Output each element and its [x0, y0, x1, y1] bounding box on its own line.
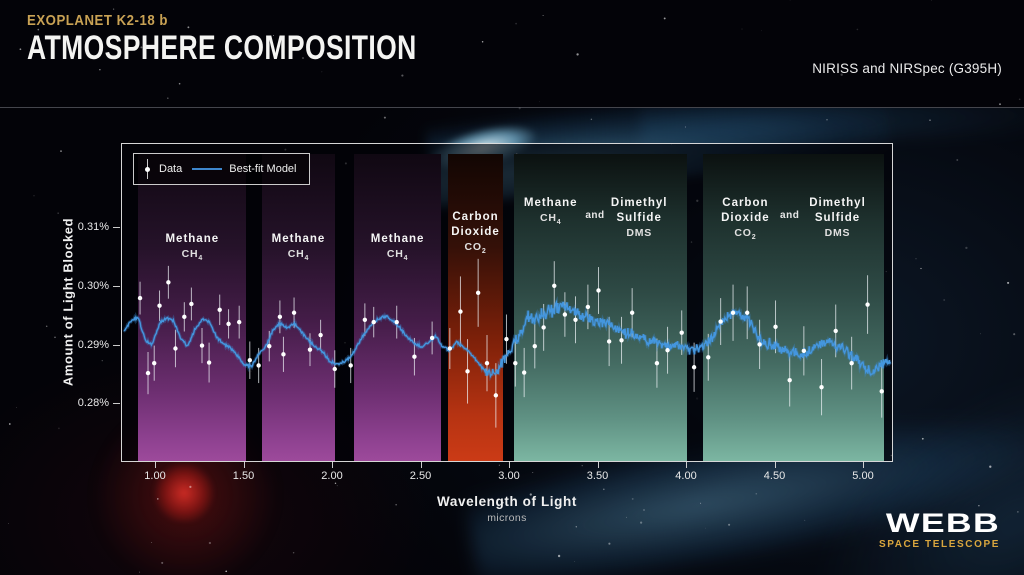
x-tick: 3.00 [498, 470, 520, 482]
legend-data-label: Data [159, 163, 183, 175]
x-axis-label: Wavelength of Light [437, 494, 577, 509]
header-divider [0, 107, 1024, 108]
label-methane-3: Methane CH4 [370, 233, 425, 263]
model-line-icon [192, 167, 223, 171]
red-dwarf-star [152, 464, 216, 522]
y-tick: 0.31% [77, 221, 109, 234]
legend-model-label: Best-fit Model [229, 163, 297, 175]
instrument-label: NIRISS and NIRSpec (G395H) [812, 61, 1002, 76]
y-axis-label: Amount of Light Blocked [60, 217, 76, 387]
data-plot-svg [122, 258, 892, 428]
legend-data: Data [143, 159, 182, 179]
x-tick: 1.00 [144, 470, 166, 482]
legend-model: Best-fit Model [192, 163, 297, 175]
y-tick: 0.29% [77, 338, 109, 351]
x-tick: 2.00 [321, 470, 343, 482]
label-methane-4: Methane CH4 [523, 197, 578, 227]
x-tick: 2.50 [409, 470, 432, 482]
x-tick: 4.50 [763, 470, 786, 482]
label-dms-1: Dimethyl Sulfide DMS [610, 197, 668, 239]
webb-logo: WEBB SPACE TELESCOPE [878, 510, 1000, 551]
label-dms-2: Dimethyl Sulfide DMS [809, 197, 866, 239]
y-tick: 0.28% [77, 397, 109, 410]
band-methane-1 [138, 154, 247, 461]
label-co2-2: Carbon Dioxide CO2 [721, 197, 770, 242]
label-methane-1: Methane CH4 [165, 233, 220, 263]
x-axis-units: microns [487, 512, 527, 524]
label-and-1: and [585, 210, 605, 221]
exoplanet-name: EXOPLANET K2-18 b [27, 12, 169, 29]
band-methane-3 [354, 154, 441, 461]
label-carbon-dioxide: Carbon Dioxide CO2 [451, 211, 500, 256]
x-tick: 1.50 [232, 470, 255, 482]
x-tick: 5.00 [852, 470, 874, 482]
x-tick: 3.50 [586, 470, 609, 482]
label-and-2: and [780, 210, 800, 221]
label-methane-2: Methane CH4 [271, 233, 326, 263]
y-tick: 0.30% [77, 280, 109, 292]
data-point-icon [143, 159, 152, 179]
band-methane-dms [513, 154, 687, 461]
webb-logo-name: WEBB [885, 508, 1000, 538]
plot-area: Methane CH4 Methane CH4 Methane CH4 Carb… [121, 143, 893, 462]
webb-logo-subtitle: SPACE TELESCOPE [878, 539, 1000, 550]
page-title: ATMOSPHERE COMPOSITION [27, 29, 417, 67]
x-tick: 4.00 [675, 470, 697, 482]
legend: Data Best-fit Model [133, 153, 310, 185]
band-methane-2 [262, 154, 335, 461]
band-carbon-dioxide [448, 154, 503, 461]
